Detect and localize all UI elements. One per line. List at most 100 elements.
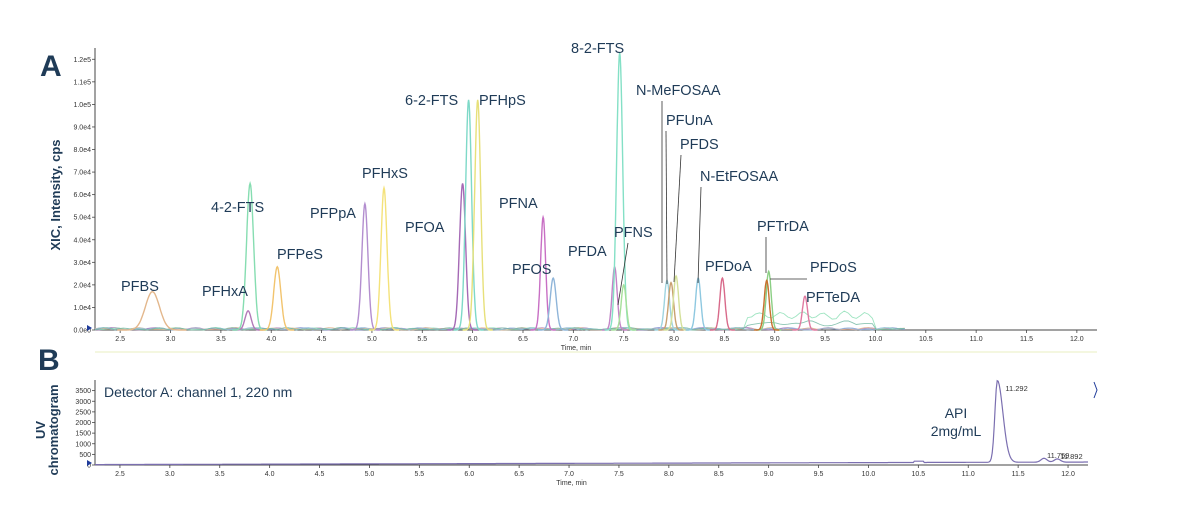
peak-trace-pfpes	[259, 265, 295, 331]
peak-label-pftrda: PFTrDA	[757, 219, 809, 235]
right-edge-marker	[1093, 381, 1098, 399]
leader-line-pfuna	[665, 130, 668, 285]
peak-label-pfhps: PFHpS	[479, 93, 526, 109]
panel-a-y-tick-label: 9.0e4	[73, 124, 91, 131]
peak-label-n-mefosaa: N-MeFOSAA	[636, 83, 721, 99]
panel-b-y-tick-label: 3500	[75, 388, 91, 395]
panel-b-x-tick-label: 6.5	[514, 471, 524, 478]
panel-b-x-tick-label: 11.5	[1012, 471, 1025, 478]
panel-letter-b: B	[38, 344, 60, 377]
peak-trace-pfos	[538, 276, 569, 331]
panel-b-x-tick-label: 5.0	[365, 471, 375, 478]
baseline-noise-trace	[94, 327, 905, 331]
baseline-noise-trace	[94, 310, 905, 331]
panel-a-x-tick-label: 10.5	[919, 336, 933, 343]
panel-a-x-tick-label: 12.0	[1070, 336, 1084, 343]
panel-a-x-tick-label: 3.0	[166, 336, 176, 343]
peak-trace-pfuna	[658, 281, 684, 331]
leader-line-pfns	[617, 242, 629, 306]
peak-trace-pfteda	[792, 295, 818, 331]
peak-label-pfdos: PFDoS	[810, 260, 857, 276]
panel-b-y-tick-label: 2000	[75, 420, 91, 427]
panel-b-baseline-marker	[87, 460, 92, 466]
panel-a-x-tick-label: 3.5	[216, 336, 226, 343]
panel-b-x-tick-label: 2.5	[115, 471, 125, 478]
peak-label-pfbs: PFBS	[121, 279, 159, 295]
uv-trace	[95, 379, 1088, 466]
panel-b-y-tick-label: 500	[79, 452, 91, 459]
panel-b-plot: 0 500 1000 1500 2000 2500 3000 3500 2.5 3.0 3.5 4.0…	[75, 379, 1098, 487]
panel-a-y-tick-label: 0.0e0	[73, 328, 91, 335]
panel-a-peak-labels: PFBS PFHxA 4-2-FTS PFPeS PFPpA PFHxS PFOA 6-2-F…	[121, 41, 860, 306]
panel-b-axes: 0 500 1000 1500 2000 2500 3000 3500 2.5 3.0 3.5 4.0…	[75, 380, 1098, 487]
peak-label-pfos: PFOS	[512, 262, 551, 278]
peak-label-8-2-fts: 8-2-FTS	[571, 41, 624, 57]
peak-trace-4-2-fts	[232, 180, 268, 331]
panel-a-x-tick-label: 8.5	[720, 336, 730, 343]
panel-b-x-tick-label: 10.5	[912, 471, 926, 478]
panel-b-y-tick-label: 1000	[75, 441, 91, 448]
peak-trace-pfppa	[349, 201, 380, 331]
panel-a-y-tick-label: 6.0e4	[73, 192, 91, 199]
panel-a-y-tick-label: 1.0e5	[73, 102, 91, 109]
panel-a-y-tick-label: 1.2e5	[73, 57, 91, 64]
peak-trace-pfbs	[117, 290, 187, 331]
peak-label-pfda: PFDA	[568, 244, 607, 260]
panel-b-x-tick-label: 9.0	[764, 471, 774, 478]
panel-a-y-tick-label: 2.0e4	[73, 282, 91, 289]
panel-a-x-tick-label: 7.5	[619, 336, 629, 343]
peak-label-6-2-fts: 6-2-FTS	[405, 93, 458, 109]
panel-a-x-tick-label: 4.5	[317, 336, 327, 343]
panel-a-y-tick-label: 8.0e4	[73, 147, 91, 154]
peak-trace-pfdoa	[709, 276, 735, 331]
panel-a-x-tick-label: 2.5	[115, 336, 125, 343]
peak-trace-pfna	[530, 214, 556, 331]
panel-b-x-tick-label: 7.5	[614, 471, 624, 478]
peak-label-pfteda: PFTeDA	[806, 290, 860, 306]
panel-a-x-tick-label: 9.5	[820, 336, 830, 343]
panel-a-y-tick-label: 1.1e5	[73, 79, 91, 86]
peak-trace-pfhps	[462, 99, 493, 331]
peak-label-4-2-fts: 4-2-FTS	[211, 200, 264, 216]
panel-b-x-tick-label: 12.0	[1061, 471, 1075, 478]
panel-b-y-axis-title-text: UVchromatogram	[33, 384, 61, 475]
panel-letter-a: A	[40, 50, 62, 83]
uv-peak-label: 11.292	[1005, 384, 1027, 393]
panel-b-y-tick-label: 3000	[75, 399, 91, 406]
panel-a-y-axis-title: XIC, Intensity, cps	[48, 139, 63, 250]
panel-b-x-axis-title: Time, min	[556, 480, 587, 487]
peak-label-pfna: PFNA	[499, 196, 538, 212]
peak-label-pfpes: PFPeS	[277, 247, 323, 263]
peak-label-pfhxa: PFHxA	[202, 284, 248, 300]
panel-b-x-tick-label: 10.0	[862, 471, 876, 478]
panel-a-y-tick-label: 3.0e4	[73, 260, 91, 267]
panel-a-x-tick-label: 10.0	[869, 336, 883, 343]
baseline-noise-trace	[94, 320, 905, 331]
panel-a-traces	[94, 52, 905, 331]
panel-b-y-tick-label: 2500	[75, 409, 91, 416]
peak-label-pfdoa: PFDoA	[705, 259, 752, 275]
peak-label-pfds: PFDS	[680, 137, 719, 153]
peak-trace-6-2-fts	[453, 99, 484, 331]
panel-a-baseline-marker	[87, 325, 92, 331]
panel-b-x-tick-label: 8.0	[664, 471, 674, 478]
peak-trace-pfhxs	[368, 185, 400, 331]
api-annotation-line2: 2mg/mL	[931, 423, 982, 439]
leader-line-n-etfosaa	[697, 186, 702, 284]
panel-a-x-tick-label: 5.5	[417, 336, 427, 343]
panel-a-x-tick-label: 6.0	[468, 336, 478, 343]
peak-label-pfhxs: PFHxS	[362, 166, 408, 182]
panel-b-y-tick-label: 1500	[75, 431, 91, 438]
panel-b-x-tick-label: 9.5	[814, 471, 824, 478]
peak-label-pfoa: PFOA	[405, 220, 445, 236]
uv-peak-label: 11.759	[1047, 451, 1069, 460]
panel-a-x-tick-label: 5.0	[367, 336, 377, 343]
peak-trace-pfoa	[447, 183, 478, 331]
leader-line-pfds	[673, 154, 682, 283]
panel-a-plot: 0.0e0 1.0e4 2.0e4 3.0e4 4.0e4 5.0e4 6.0e4 7.0e4…	[73, 41, 1097, 352]
peak-label-n-etfosaa: N-EtFOSAA	[700, 169, 778, 185]
panel-a-y-tick-label: 4.0e4	[73, 237, 91, 244]
panel-a-x-tick-label: 11.5	[1020, 336, 1033, 343]
